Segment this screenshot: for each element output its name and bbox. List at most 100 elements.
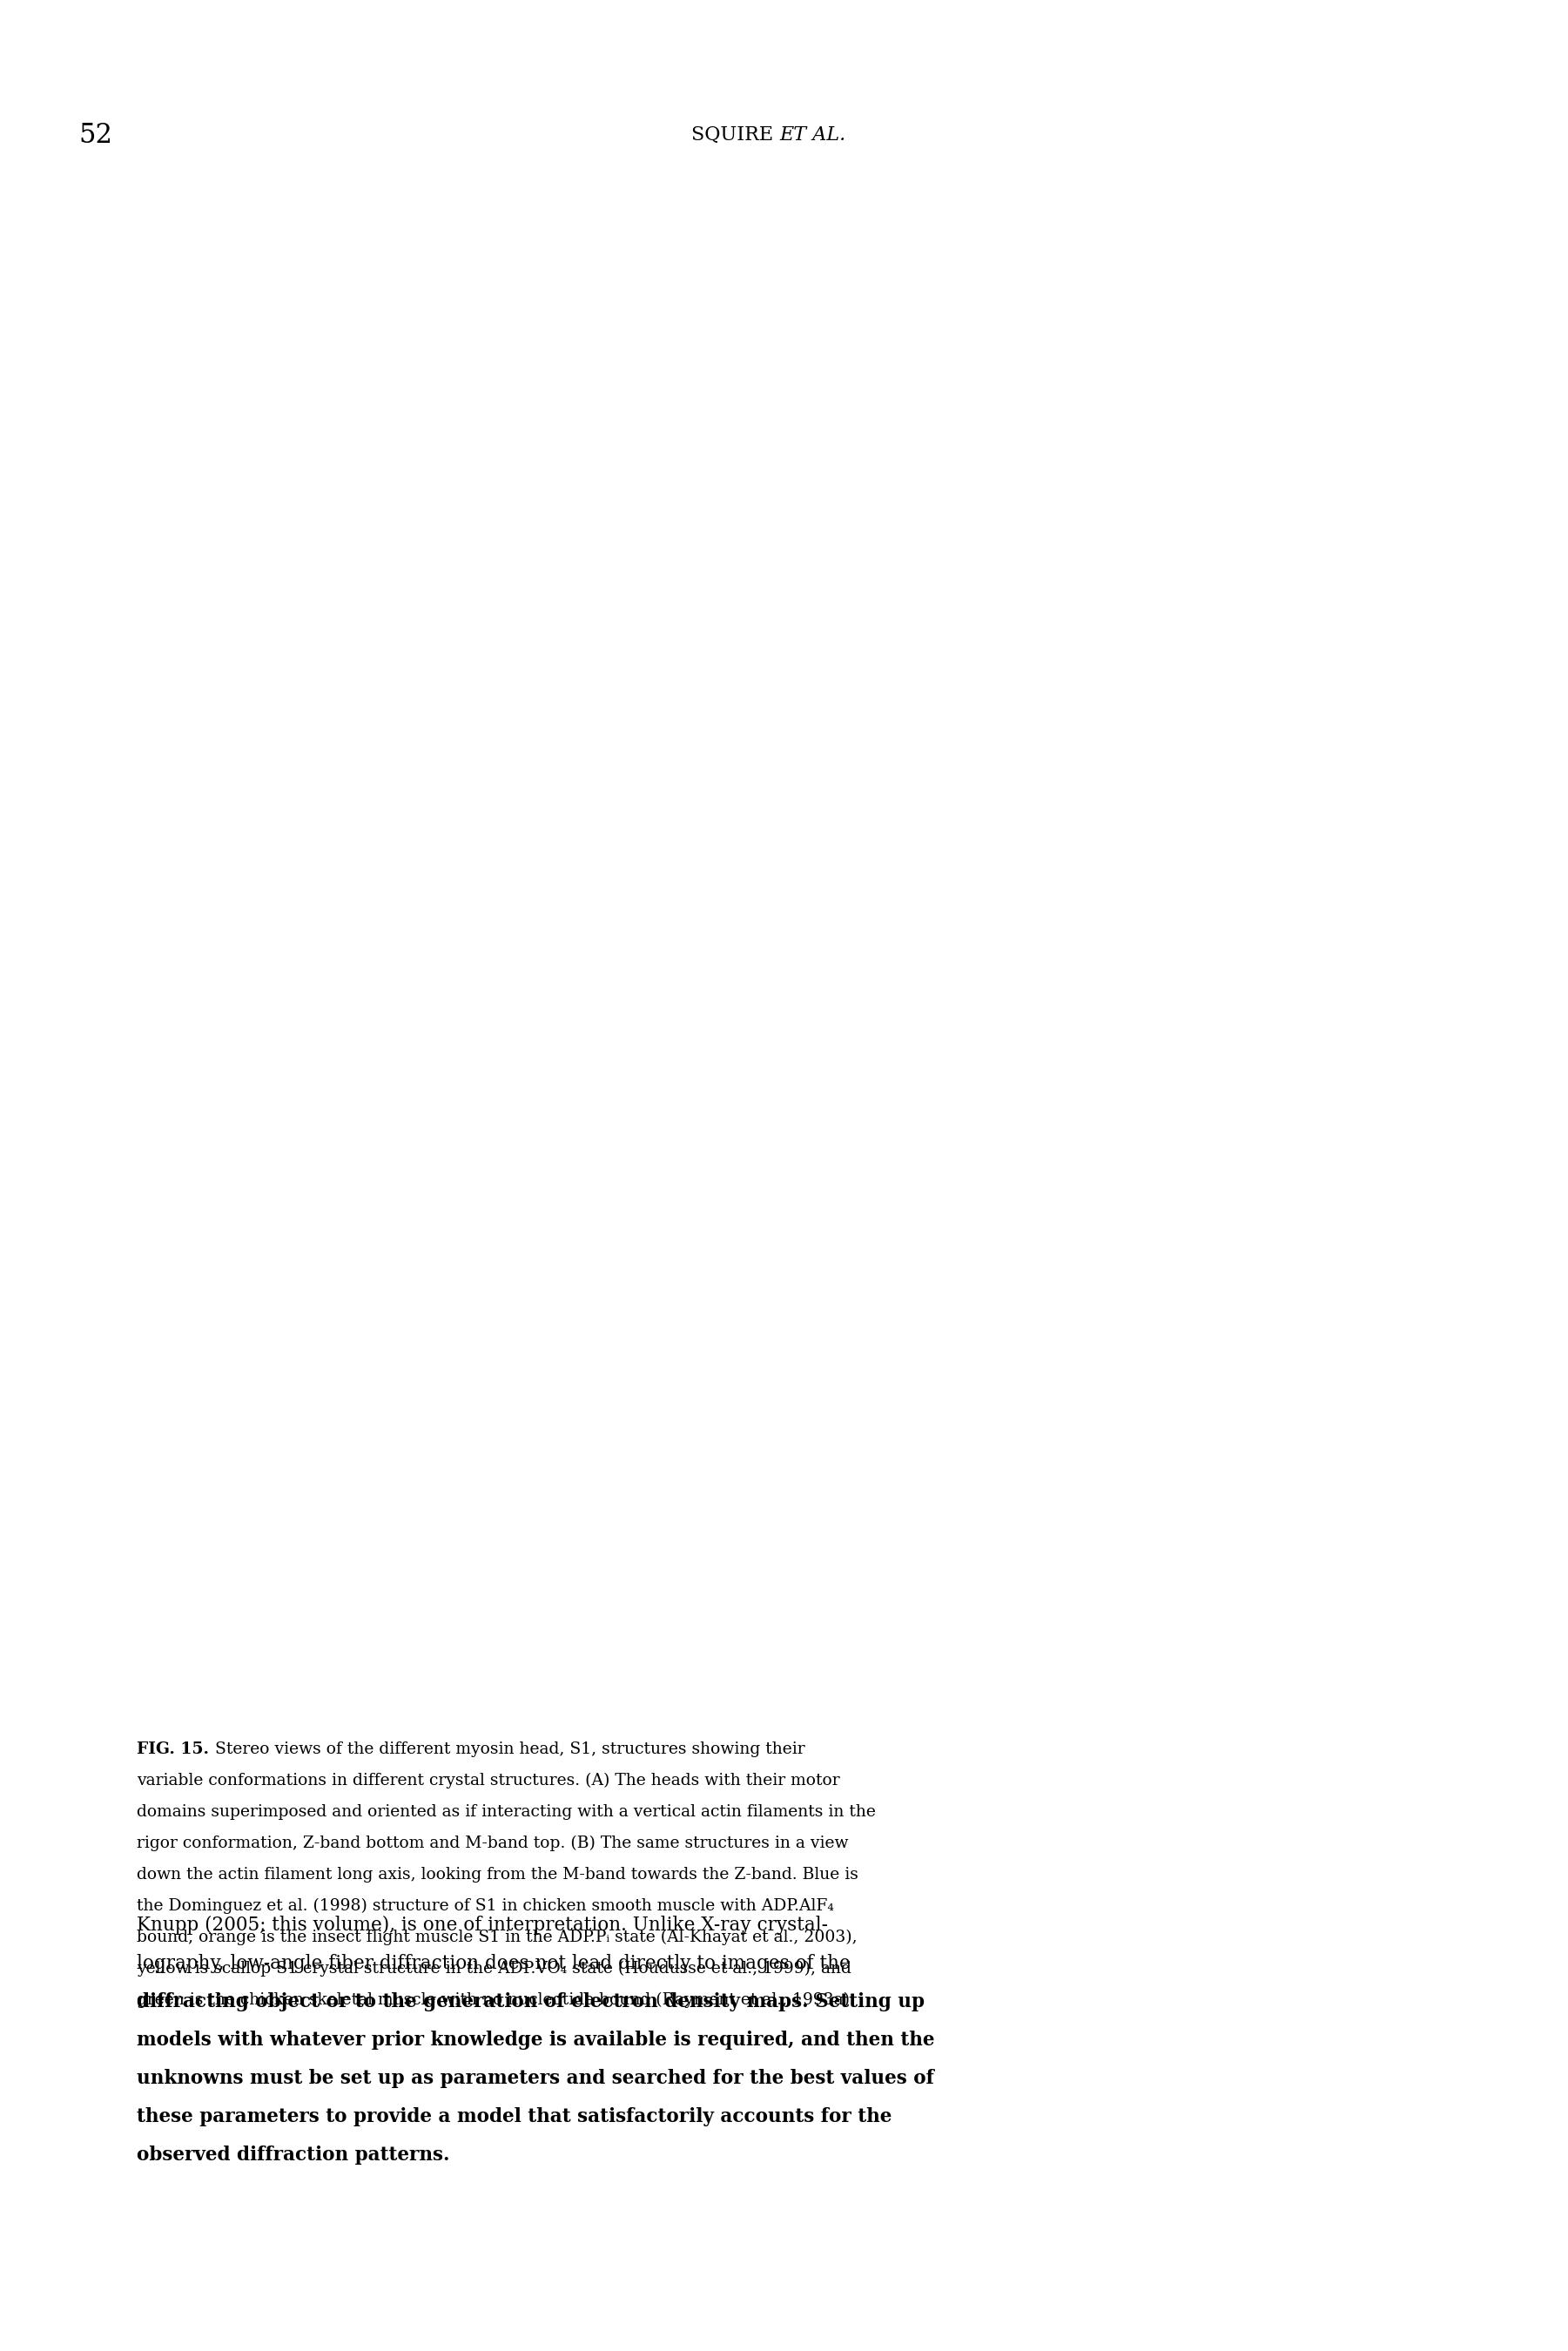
Point xyxy=(997,1352,1022,1389)
Point xyxy=(1091,1436,1116,1474)
Point xyxy=(960,538,985,576)
Point xyxy=(983,1418,1008,1455)
Point xyxy=(436,649,461,686)
Point xyxy=(453,1302,478,1340)
Point xyxy=(574,583,599,621)
Point xyxy=(511,590,536,628)
Point xyxy=(441,1533,466,1570)
Point xyxy=(514,1415,539,1453)
Point xyxy=(1030,1448,1055,1486)
Point xyxy=(406,1448,431,1486)
Point xyxy=(1316,630,1341,668)
Point xyxy=(1146,388,1171,426)
Point xyxy=(982,1326,1007,1364)
Point xyxy=(417,661,442,698)
Point xyxy=(699,611,724,649)
Point xyxy=(372,694,397,731)
Point xyxy=(503,1429,528,1467)
Point xyxy=(398,696,423,734)
Point xyxy=(905,517,930,555)
Point xyxy=(1126,670,1151,708)
Point xyxy=(1038,435,1063,473)
Point xyxy=(903,804,928,842)
Point xyxy=(1032,1291,1057,1328)
Point xyxy=(1116,388,1142,426)
Point xyxy=(1038,1185,1063,1223)
Point xyxy=(1085,1324,1110,1361)
Point xyxy=(960,738,985,776)
Point xyxy=(524,555,549,592)
Point xyxy=(464,616,489,654)
Point xyxy=(368,538,394,576)
Point xyxy=(1074,658,1099,696)
Point xyxy=(1035,1239,1060,1277)
Point xyxy=(1079,1411,1104,1448)
Point xyxy=(1057,1448,1082,1486)
Point xyxy=(1140,1429,1165,1467)
Point xyxy=(1134,327,1159,364)
Point xyxy=(1013,562,1038,600)
Point xyxy=(1065,616,1090,654)
Point xyxy=(1083,611,1109,649)
Point xyxy=(563,1295,588,1333)
Point xyxy=(1170,266,1195,303)
Point xyxy=(1087,545,1112,583)
Point xyxy=(991,639,1016,677)
Point xyxy=(376,574,401,611)
Point xyxy=(1093,625,1118,663)
Point xyxy=(364,755,389,792)
Point xyxy=(441,639,466,677)
Point xyxy=(1209,562,1234,600)
Point xyxy=(1165,282,1190,320)
Point xyxy=(406,534,431,571)
Point xyxy=(1093,1307,1118,1345)
Point xyxy=(580,242,605,280)
Point xyxy=(395,1455,420,1493)
Point xyxy=(1113,642,1138,679)
Point xyxy=(1040,560,1065,597)
Point xyxy=(1140,625,1165,663)
Point xyxy=(521,607,546,644)
Point xyxy=(1159,1408,1184,1446)
Point xyxy=(950,745,975,783)
Point xyxy=(398,569,423,607)
Point xyxy=(478,656,503,694)
Point xyxy=(1124,268,1149,306)
Point xyxy=(1008,513,1033,550)
Point xyxy=(400,647,425,684)
Point xyxy=(1090,1448,1115,1486)
Point xyxy=(1047,574,1073,611)
Point xyxy=(458,1302,483,1340)
Point xyxy=(444,1319,469,1357)
Point xyxy=(358,482,383,520)
Point xyxy=(1027,1272,1052,1310)
Point xyxy=(436,647,461,684)
Point xyxy=(1093,616,1118,654)
Point xyxy=(1094,1364,1120,1401)
Point xyxy=(1163,585,1189,623)
Point xyxy=(1110,1451,1135,1488)
Point xyxy=(1054,1396,1079,1434)
Point xyxy=(386,534,411,571)
Point xyxy=(1137,254,1162,292)
Point xyxy=(416,642,441,679)
Point xyxy=(1116,513,1142,550)
Point xyxy=(455,1244,480,1281)
Point xyxy=(1126,381,1151,418)
Point xyxy=(1109,557,1134,595)
Point xyxy=(546,1286,571,1324)
Point xyxy=(795,856,820,893)
Point xyxy=(505,388,530,426)
Point xyxy=(472,395,497,433)
Point xyxy=(1149,249,1174,287)
Point xyxy=(422,1441,447,1479)
Point xyxy=(1109,331,1134,369)
Point xyxy=(1165,630,1190,668)
Point xyxy=(748,531,773,569)
Point xyxy=(463,623,488,661)
Point xyxy=(472,369,497,407)
Point xyxy=(1157,522,1182,560)
Point xyxy=(405,1375,430,1413)
Point xyxy=(464,635,489,672)
Point xyxy=(359,522,384,560)
